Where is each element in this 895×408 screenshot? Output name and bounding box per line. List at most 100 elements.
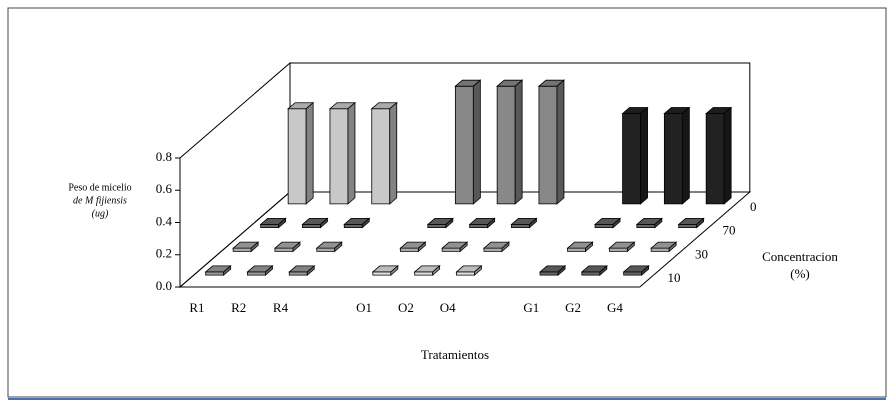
floor bbox=[178, 191, 752, 288]
bar-side bbox=[472, 79, 481, 205]
bar-side bbox=[305, 101, 314, 205]
bar-side bbox=[654, 217, 663, 229]
z-tick-label: 10 bbox=[668, 270, 681, 285]
bar bbox=[593, 217, 622, 229]
z-axis-title: Concentracion bbox=[762, 249, 838, 264]
bar bbox=[301, 217, 329, 229]
z-tick-label: 0 bbox=[750, 199, 757, 214]
bar bbox=[371, 265, 399, 276]
bar bbox=[621, 106, 649, 205]
bar bbox=[399, 241, 427, 253]
bar bbox=[426, 217, 454, 229]
bar-side bbox=[320, 217, 328, 229]
bar-front bbox=[329, 108, 349, 205]
bar bbox=[370, 101, 398, 205]
bar-front bbox=[414, 271, 434, 276]
bar-front bbox=[581, 271, 601, 276]
bar bbox=[566, 241, 594, 253]
bar-front bbox=[663, 113, 683, 205]
bar-side bbox=[696, 217, 705, 229]
bar-side bbox=[681, 106, 690, 205]
bar-front bbox=[232, 247, 252, 252]
bar-front bbox=[650, 247, 670, 252]
bar-front bbox=[205, 271, 225, 276]
bar-side bbox=[334, 241, 343, 253]
bar-front bbox=[705, 113, 725, 205]
bar-front bbox=[623, 271, 643, 276]
bar-side bbox=[557, 265, 566, 276]
bar bbox=[468, 217, 496, 229]
x-tick-label: O2 bbox=[398, 300, 414, 315]
bar-side bbox=[361, 217, 370, 229]
bar-front bbox=[622, 113, 641, 205]
bar-front bbox=[427, 223, 447, 229]
bar-front bbox=[678, 223, 698, 229]
bar bbox=[413, 265, 441, 276]
bar bbox=[454, 79, 482, 205]
x-tick-label: G4 bbox=[607, 300, 623, 315]
z-axis-title: (%) bbox=[790, 266, 810, 281]
bar bbox=[441, 241, 469, 253]
bar-side bbox=[432, 265, 441, 276]
bar bbox=[705, 106, 733, 205]
bar-front bbox=[511, 223, 530, 229]
bar-front bbox=[454, 85, 474, 205]
bar bbox=[482, 241, 511, 253]
bar-side bbox=[529, 217, 537, 229]
bar bbox=[677, 217, 705, 229]
bar-front bbox=[372, 271, 392, 276]
x-tick-label: R4 bbox=[273, 300, 289, 315]
bar-side bbox=[585, 241, 593, 253]
bar-side bbox=[223, 265, 232, 276]
bar-side bbox=[599, 265, 608, 276]
bar-side bbox=[390, 265, 399, 276]
bar-front bbox=[469, 223, 489, 229]
bar-front bbox=[399, 247, 419, 252]
bar-side bbox=[389, 101, 398, 205]
y-tick-label: 0.4 bbox=[156, 213, 173, 228]
bar-front bbox=[247, 271, 266, 276]
bar bbox=[537, 79, 566, 205]
bar-front bbox=[539, 271, 559, 276]
bar-side bbox=[278, 217, 287, 229]
bar-side bbox=[347, 101, 356, 205]
bar-front bbox=[441, 247, 461, 252]
x-tick-label: R2 bbox=[231, 300, 246, 315]
bar-front bbox=[260, 223, 280, 229]
bar-side bbox=[514, 79, 523, 205]
bar bbox=[232, 241, 260, 253]
bar bbox=[622, 265, 650, 276]
bar-side bbox=[640, 106, 648, 205]
bar bbox=[343, 217, 371, 229]
bar-front bbox=[538, 85, 558, 205]
y-axis-title: Peso de micelio bbox=[68, 182, 131, 193]
bar-side bbox=[501, 241, 510, 253]
bar-side bbox=[306, 265, 315, 276]
bar bbox=[455, 265, 483, 276]
bar bbox=[259, 217, 287, 229]
bar-front bbox=[302, 223, 321, 229]
bar bbox=[288, 265, 316, 276]
bar bbox=[204, 265, 232, 276]
bar-side bbox=[459, 241, 468, 253]
x-tick-label: G1 bbox=[523, 300, 539, 315]
bar-side bbox=[417, 241, 426, 253]
y-tick-label: 0.8 bbox=[156, 149, 172, 164]
bar bbox=[510, 217, 538, 229]
y-tick-label: 0.2 bbox=[156, 246, 172, 261]
bar-front bbox=[274, 247, 294, 252]
y-tick-label: 0.6 bbox=[156, 181, 173, 196]
bar-side bbox=[292, 241, 301, 253]
bar-front bbox=[343, 223, 363, 229]
bar-front bbox=[496, 85, 516, 205]
bar-side bbox=[250, 241, 259, 253]
x-tick-label: O1 bbox=[356, 300, 372, 315]
bar-side bbox=[723, 106, 732, 205]
x-tick-label: R1 bbox=[189, 300, 204, 315]
bar-side bbox=[612, 217, 621, 229]
bar bbox=[650, 241, 678, 253]
x-tick-label: G2 bbox=[565, 300, 581, 315]
bar-side bbox=[445, 217, 454, 229]
bar bbox=[246, 265, 274, 276]
bar-side bbox=[668, 241, 677, 253]
